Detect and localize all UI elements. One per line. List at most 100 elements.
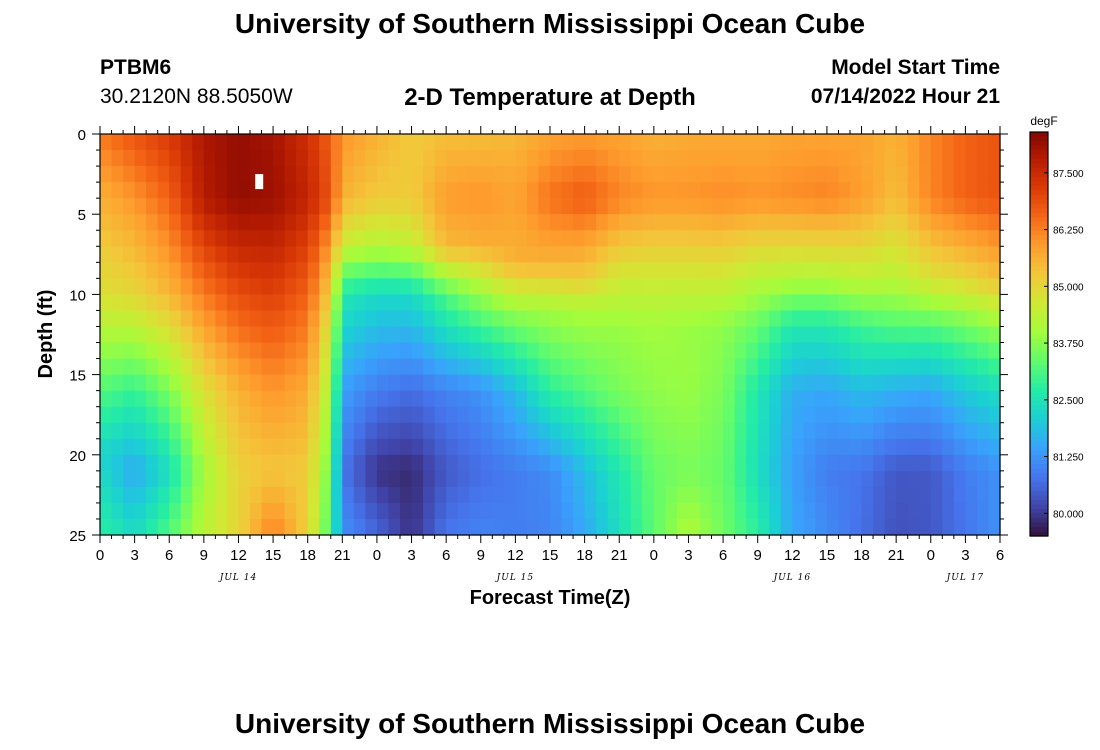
heatmap-cell: [596, 278, 609, 295]
colorbar-swatch: [1030, 410, 1048, 416]
heatmap-cell: [307, 182, 320, 199]
heatmap-cell: [792, 182, 805, 199]
heatmap-cell: [273, 486, 286, 504]
heatmap-cell: [538, 358, 551, 376]
heatmap-cell: [965, 438, 978, 456]
heatmap-cell: [803, 454, 816, 472]
heatmap-cell: [526, 214, 540, 231]
heatmap-cell: [746, 470, 759, 488]
heatmap-cell: [607, 358, 620, 376]
heatmap-cell: [988, 422, 1001, 440]
heatmap-cell: [319, 454, 332, 472]
heatmap-cell: [665, 246, 678, 263]
heatmap-cell: [446, 166, 459, 183]
heatmap-cell: [376, 406, 390, 424]
heatmap-cell: [769, 166, 782, 183]
heatmap-cell: [988, 230, 1001, 247]
heatmap-cell: [457, 198, 470, 215]
heatmap-cell: [480, 150, 493, 167]
heatmap-cell: [134, 406, 147, 424]
heatmap-cell: [157, 166, 170, 183]
heatmap-cell: [342, 310, 355, 328]
heatmap-cell: [561, 518, 574, 536]
heatmap-cell: [192, 406, 205, 424]
heatmap-cell: [757, 182, 770, 199]
heatmap-cell: [607, 230, 620, 247]
colorbar-swatch: [1030, 230, 1048, 236]
heatmap-cell: [757, 198, 770, 215]
heatmap-cell: [365, 214, 378, 231]
heatmap-cell: [976, 390, 990, 408]
colorbar-swatch: [1030, 338, 1048, 344]
heatmap-cell: [376, 374, 390, 392]
heatmap-cell: [850, 406, 863, 424]
heatmap-cell: [319, 246, 332, 263]
heatmap-cell: [746, 198, 759, 215]
heatmap-cell: [873, 502, 886, 520]
heatmap-cell: [688, 198, 701, 215]
heatmap-cell: [100, 262, 113, 279]
x-tick-label: 21: [888, 547, 905, 564]
heatmap-cell: [250, 294, 263, 312]
heatmap-cell: [423, 310, 436, 328]
heatmap-cell: [942, 358, 955, 376]
heatmap-cell: [353, 182, 366, 199]
heatmap-cell: [919, 262, 932, 279]
heatmap-cell: [550, 406, 563, 424]
heatmap-cell: [261, 502, 274, 520]
heatmap-cell: [861, 310, 874, 328]
heatmap-cell: [630, 486, 643, 504]
colorbar-swatch: [1030, 212, 1048, 218]
x-tick-label: 18: [576, 547, 593, 564]
heatmap-cell: [503, 518, 516, 536]
heatmap-cell: [803, 246, 816, 263]
heatmap-cell: [203, 390, 216, 408]
heatmap-cell: [365, 486, 378, 504]
heatmap-cell: [134, 262, 147, 279]
heatmap-cell: [803, 182, 816, 199]
heatmap-cell: [746, 294, 759, 312]
heatmap-cell: [284, 422, 297, 440]
heatmap-cell: [550, 278, 563, 295]
heatmap-cell: [930, 454, 943, 472]
heatmap-cell: [261, 358, 274, 376]
heatmap-cell: [503, 342, 516, 360]
heatmap-cell: [757, 310, 770, 328]
colorbar-swatch: [1030, 531, 1048, 537]
heatmap-cell: [630, 134, 643, 151]
heatmap-cell: [665, 486, 678, 504]
heatmap-cell: [619, 406, 632, 424]
heatmap-cell: [376, 310, 390, 328]
heatmap-cell: [757, 358, 770, 376]
heatmap-cell: [550, 422, 563, 440]
heatmap-cell: [123, 470, 136, 488]
heatmap-cell: [988, 134, 1001, 151]
heatmap-cell: [723, 230, 736, 247]
heatmap-cell: [480, 342, 493, 360]
heatmap-cell: [319, 214, 332, 231]
x-tick-label: 3: [684, 547, 692, 564]
heatmap-cell: [503, 198, 516, 215]
heatmap-cell: [700, 390, 713, 408]
heatmap-cell: [642, 390, 655, 408]
heatmap-cell: [203, 326, 216, 344]
heatmap-cell: [515, 438, 528, 456]
heatmap-cell: [919, 502, 932, 520]
heatmap-cell: [619, 262, 632, 279]
heatmap-cell: [284, 278, 297, 295]
heatmap-cell: [884, 390, 897, 408]
colorbar-swatch: [1030, 289, 1048, 295]
heatmap-cell: [503, 438, 516, 456]
colorbar-swatch: [1030, 509, 1048, 515]
heatmap-cell: [676, 486, 690, 504]
heatmap-cell: [850, 310, 863, 328]
heatmap-cell: [446, 470, 459, 488]
heatmap-cell: [642, 294, 655, 312]
heatmap-cells: [100, 134, 1001, 536]
heatmap-cell: [388, 310, 401, 328]
heatmap-cell: [711, 134, 724, 151]
heatmap-cell: [653, 518, 666, 536]
heatmap-cell: [700, 278, 713, 295]
heatmap-cell: [942, 422, 955, 440]
heatmap-cell: [873, 278, 886, 295]
